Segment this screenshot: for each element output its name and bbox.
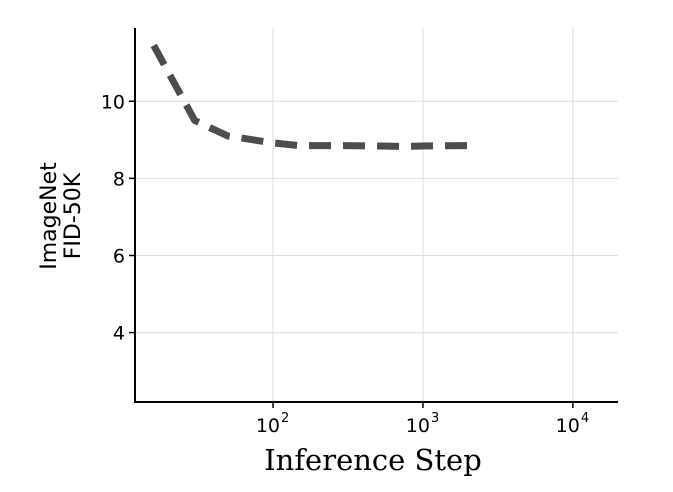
grid-lines	[135, 28, 618, 402]
x-tick-exponent-0: 2	[281, 411, 289, 426]
x-tick-base-2: 10	[556, 415, 580, 437]
x-tick-base-1: 10	[406, 415, 430, 437]
x-tick-label-0: 10 2	[256, 411, 289, 437]
y-axis-title-line-1: ImageNet	[37, 162, 62, 270]
series-lines	[150, 43, 469, 150]
series-line-0	[150, 43, 469, 150]
x-tick-exponent-1: 3	[431, 411, 439, 426]
x-tick-base-0: 10	[256, 415, 280, 437]
x-tick-label-2: 10 4	[556, 411, 589, 437]
axes	[129, 28, 618, 408]
x-tick-exponent-2: 4	[581, 411, 589, 426]
y-axis-title: ImageNet FID-50K	[37, 162, 86, 270]
x-axis-title: Inference Step	[264, 443, 482, 477]
y-axis-title-line-2: FID-50K	[61, 172, 86, 259]
y-tick-label-0: 4	[113, 323, 125, 345]
x-tick-label-1: 10 3	[406, 411, 439, 437]
y-tick-label-2: 8	[113, 168, 125, 190]
y-tick-label-1: 6	[113, 245, 125, 267]
y-tick-label-3: 10	[101, 91, 125, 113]
